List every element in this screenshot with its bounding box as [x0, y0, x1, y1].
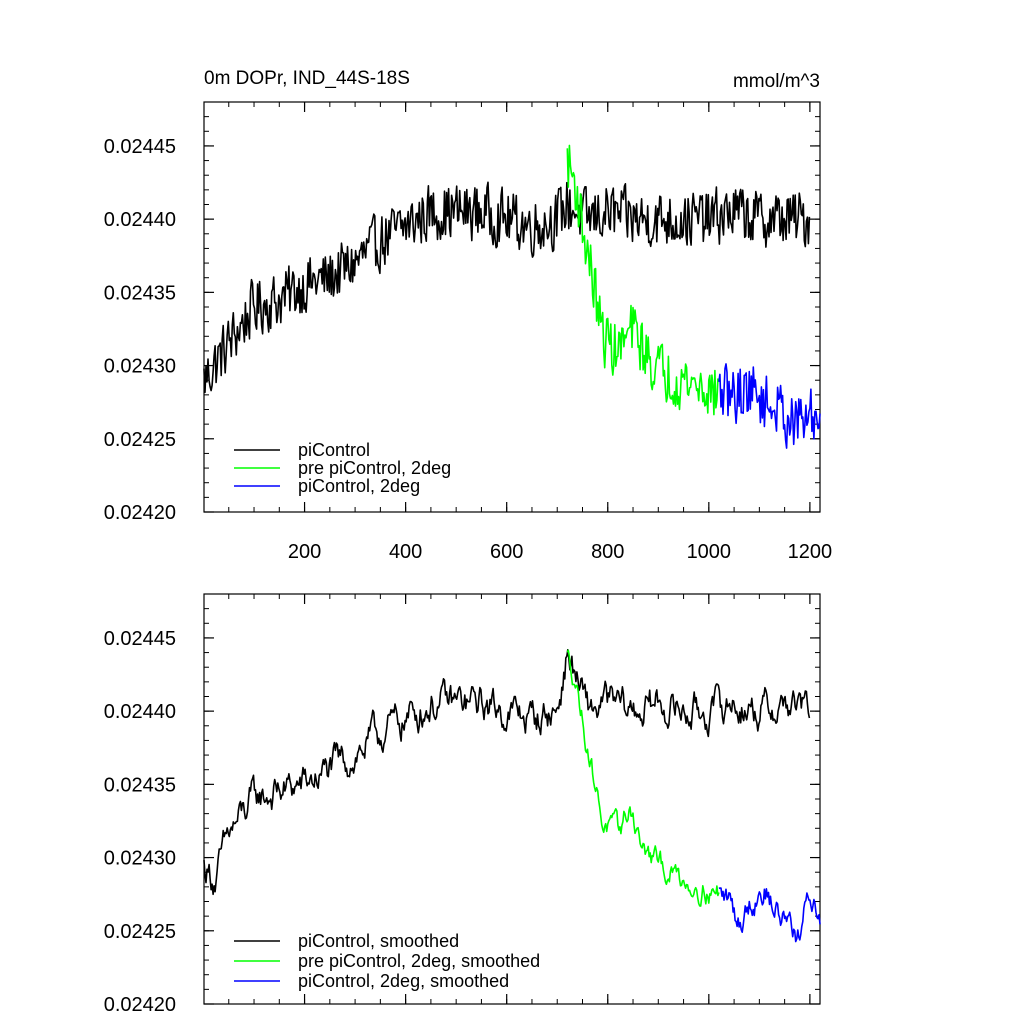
y-tick-label: 0.02425	[104, 921, 176, 943]
y-tick-label: 0.02435	[104, 774, 176, 796]
chart-units: mmol/m^3	[733, 71, 820, 92]
series-line-pre-picontrol-2deg-smoothed	[566, 649, 720, 907]
legend-label: piControl	[298, 440, 370, 460]
y-tick-label: 0.02440	[104, 209, 176, 231]
x-tick-label: 400	[389, 541, 422, 563]
legend-label: pre piControl, 2deg	[298, 458, 451, 478]
series-line-pre-picontrol-2deg	[566, 144, 720, 416]
x-tick-label: 200	[288, 541, 321, 563]
y-tick-label: 0.02440	[104, 701, 176, 723]
legend-label: pre piControl, 2deg, smoothed	[298, 951, 540, 971]
x-tick-label: 1000	[687, 541, 732, 563]
legend-label: piControl, 2deg	[298, 476, 420, 496]
y-tick-label: 0.02445	[104, 628, 176, 650]
series-line-picontrol-2deg-smoothed	[718, 887, 821, 943]
series-line-picontrol-2deg	[718, 363, 821, 449]
legend-label: piControl, 2deg, smoothed	[298, 971, 509, 991]
y-tick-label: 0.02425	[104, 429, 176, 451]
top-panel: 200 400 600 800 1000 1200 0.02420 0.02425 0.0243…	[104, 101, 833, 563]
y-tick-label: 0.02430	[104, 848, 176, 870]
y-tick-label: 0.02445	[104, 136, 176, 158]
series-line-picontrol-smoothed	[203, 648, 811, 896]
y-tick-label: 0.02420	[104, 502, 176, 524]
x-tick-label: 600	[490, 541, 523, 563]
y-tick-label: 0.02435	[104, 282, 176, 304]
legend-label: piControl, smoothed	[298, 931, 459, 951]
chart-title: 0m DOPr, IND_44S-18S	[204, 68, 410, 89]
x-tick-label: 1200	[788, 541, 833, 563]
x-tick-label: 800	[591, 541, 624, 563]
y-tick-label: 0.02420	[104, 994, 176, 1016]
series-line-picontrol	[203, 181, 811, 394]
bottom-panel: 0.02420 0.02425 0.02430 0.02435 0.02440 0.024…	[104, 593, 821, 1016]
y-tick-label: 0.02430	[104, 356, 176, 378]
